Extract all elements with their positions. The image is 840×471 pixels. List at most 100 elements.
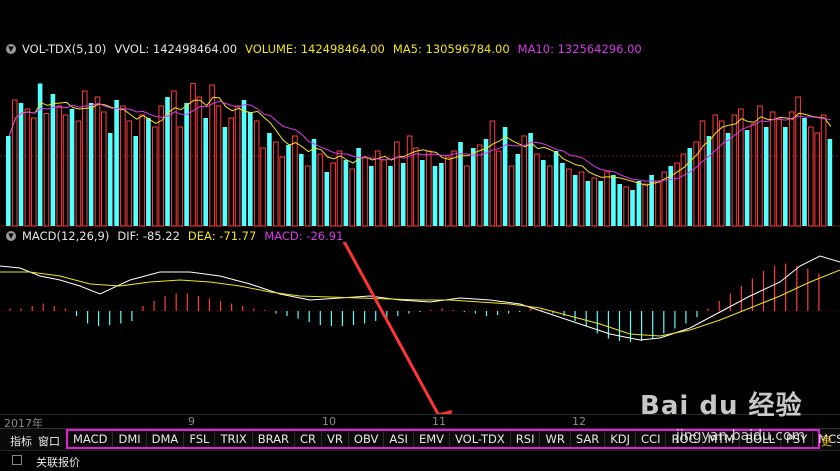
volume-bar bbox=[820, 114, 827, 227]
volume-bar bbox=[546, 165, 553, 227]
tab-psy[interactable]: PSY bbox=[781, 431, 814, 447]
year-label: 2017年 bbox=[4, 417, 43, 430]
volume-bar bbox=[388, 166, 393, 226]
volume-bar bbox=[718, 120, 725, 227]
volume-bar bbox=[630, 190, 635, 226]
month-tick: 10 bbox=[322, 415, 336, 428]
tab-roc[interactable]: ROC bbox=[666, 431, 703, 447]
volume-bar bbox=[731, 114, 738, 227]
tab-rsi[interactable]: RSI bbox=[511, 431, 541, 447]
tab-macd[interactable]: MACD bbox=[68, 431, 114, 447]
volume-bar bbox=[50, 94, 56, 226]
volume-bar bbox=[750, 123, 757, 227]
volume-bar bbox=[133, 136, 138, 226]
tab-trix[interactable]: TRIX bbox=[215, 431, 253, 447]
indicators-label[interactable]: 指标 bbox=[10, 435, 32, 448]
volume-bar bbox=[311, 139, 317, 226]
tab-boll[interactable]: BOLL bbox=[740, 431, 781, 447]
volume-bar bbox=[699, 120, 706, 227]
volume-bar bbox=[445, 156, 451, 227]
volume-bar bbox=[458, 142, 463, 226]
tab-mtm[interactable]: MTM bbox=[703, 431, 741, 447]
volume-bar bbox=[591, 177, 598, 227]
dif-value: DIF: -85.22 bbox=[117, 229, 180, 243]
volume-bar bbox=[661, 171, 668, 227]
volume-bar bbox=[31, 117, 37, 227]
volume-bar bbox=[706, 136, 712, 226]
volume-bar bbox=[43, 113, 50, 227]
volume-bar bbox=[349, 168, 355, 227]
tab-dmi[interactable]: DMI bbox=[113, 431, 147, 447]
volume-bar bbox=[241, 100, 247, 226]
macd-value: MACD: -26.91 bbox=[264, 229, 344, 243]
month-tick: 9 bbox=[188, 415, 195, 428]
volume-bar bbox=[541, 160, 546, 226]
linked-quote-checkbox[interactable] bbox=[12, 455, 22, 465]
volume-bar bbox=[273, 141, 279, 227]
tab-asi[interactable]: ASI bbox=[384, 431, 414, 447]
tab-cci[interactable]: CCI bbox=[636, 431, 667, 447]
volume-bar bbox=[94, 96, 101, 227]
linked-quote-label[interactable]: 关联报价 bbox=[36, 456, 80, 469]
chevron-down-icon[interactable]: ▼ bbox=[6, 44, 16, 54]
tab-dma[interactable]: DMA bbox=[147, 431, 185, 447]
volume-bar bbox=[795, 96, 801, 227]
volume-bar bbox=[788, 111, 795, 227]
volume-bar bbox=[75, 120, 82, 227]
volume-bar bbox=[585, 181, 591, 226]
volume-bar bbox=[279, 156, 285, 227]
tab-vr[interactable]: VR bbox=[322, 431, 349, 447]
macd-indicator-name[interactable]: MACD(12,26,9) bbox=[22, 229, 110, 243]
tab-wr[interactable]: WR bbox=[540, 431, 571, 447]
volume-bar bbox=[215, 105, 222, 227]
volume-bar bbox=[528, 133, 533, 226]
volume-bar bbox=[126, 120, 133, 227]
volume-bar bbox=[598, 181, 603, 226]
volume-bar bbox=[483, 139, 489, 226]
volume-bar bbox=[489, 120, 496, 227]
volume-indicator-name[interactable]: VOL-TDX(5,10) bbox=[22, 42, 107, 56]
volume-bar bbox=[343, 160, 349, 226]
tab-vol-tdx[interactable]: VOL-TDX bbox=[450, 431, 511, 447]
tab-kdj[interactable]: KDJ bbox=[605, 431, 637, 447]
watermark-logo: Bai du 经验 bbox=[640, 391, 803, 421]
volume-bar bbox=[292, 135, 298, 227]
volume-value: VOLUME: 142498464.00 bbox=[245, 42, 385, 56]
ma5-value: MA5: 130596784.00 bbox=[392, 42, 510, 56]
volume-bar bbox=[425, 150, 432, 227]
volume-bar bbox=[623, 186, 629, 227]
volume-bar bbox=[712, 114, 719, 227]
volume-bar bbox=[738, 108, 744, 227]
annotation-arrow bbox=[342, 242, 440, 414]
macd-panel-header: ▼ MACD(12,26,9) DIF: -85.22 DEA: -71.77 … bbox=[6, 228, 351, 244]
volume-bar bbox=[413, 147, 419, 227]
ma5-line bbox=[8, 96, 832, 186]
volume-bar bbox=[406, 135, 413, 227]
volume-bar bbox=[101, 111, 107, 227]
tab-sar[interactable]: SAR bbox=[571, 431, 606, 447]
volume-bar bbox=[687, 148, 693, 226]
ma10-value: MA10: 132564296.00 bbox=[517, 42, 642, 56]
volume-bar bbox=[304, 165, 311, 227]
window-label[interactable]: 窗口 bbox=[38, 435, 60, 448]
tab-fsl[interactable]: FSL bbox=[184, 431, 216, 447]
volume-bar bbox=[763, 127, 769, 226]
tab-cr[interactable]: CR bbox=[295, 431, 323, 447]
tab-mcst[interactable]: MCST bbox=[813, 431, 840, 447]
volume-bar bbox=[611, 175, 616, 226]
tab-brar[interactable]: BRAR bbox=[253, 431, 296, 447]
volume-bar bbox=[783, 127, 788, 226]
volume-bar bbox=[680, 153, 687, 227]
volume-bar bbox=[184, 103, 189, 226]
volume-bar bbox=[369, 166, 374, 226]
volume-bar bbox=[6, 136, 11, 226]
volume-bar bbox=[248, 112, 253, 226]
volume-bar bbox=[668, 166, 673, 226]
volume-bar bbox=[578, 171, 585, 227]
tab-emv[interactable]: EMV bbox=[414, 431, 450, 447]
tab-obv[interactable]: OBV bbox=[349, 431, 385, 447]
volume-bar bbox=[158, 105, 164, 227]
volume-bar bbox=[515, 154, 521, 226]
volume-bar bbox=[769, 111, 776, 227]
chevron-down-icon[interactable]: ▼ bbox=[6, 231, 16, 241]
